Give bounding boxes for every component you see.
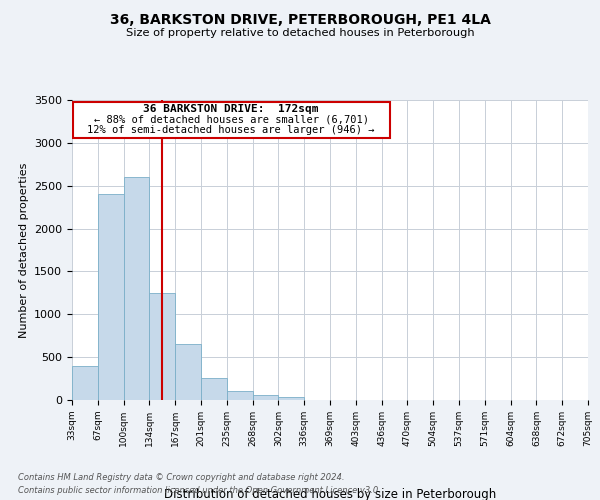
Bar [98,194,124,400]
Bar [149,293,175,400]
Text: Contains public sector information licensed under the Open Government Licence v3: Contains public sector information licen… [18,486,381,495]
Text: Size of property relative to detached houses in Peterborough: Size of property relative to detached ho… [125,28,475,38]
Text: 36 BARKSTON DRIVE:  172sqm: 36 BARKSTON DRIVE: 172sqm [143,104,319,114]
Bar [72,366,98,400]
Bar [278,398,304,400]
Bar [227,390,253,400]
Bar [124,177,149,400]
Bar [253,395,278,400]
Text: 36, BARKSTON DRIVE, PETERBOROUGH, PE1 4LA: 36, BARKSTON DRIVE, PETERBOROUGH, PE1 4L… [110,12,490,26]
Text: Contains HM Land Registry data © Crown copyright and database right 2024.: Contains HM Land Registry data © Crown c… [18,474,344,482]
Y-axis label: Number of detached properties: Number of detached properties [19,162,29,338]
Text: ← 88% of detached houses are smaller (6,701): ← 88% of detached houses are smaller (6,… [94,114,368,124]
Text: 12% of semi-detached houses are larger (946) →: 12% of semi-detached houses are larger (… [88,125,375,135]
Bar [175,344,201,400]
X-axis label: Distribution of detached houses by size in Peterborough: Distribution of detached houses by size … [164,488,496,500]
FancyBboxPatch shape [73,102,390,138]
Bar [201,378,227,400]
